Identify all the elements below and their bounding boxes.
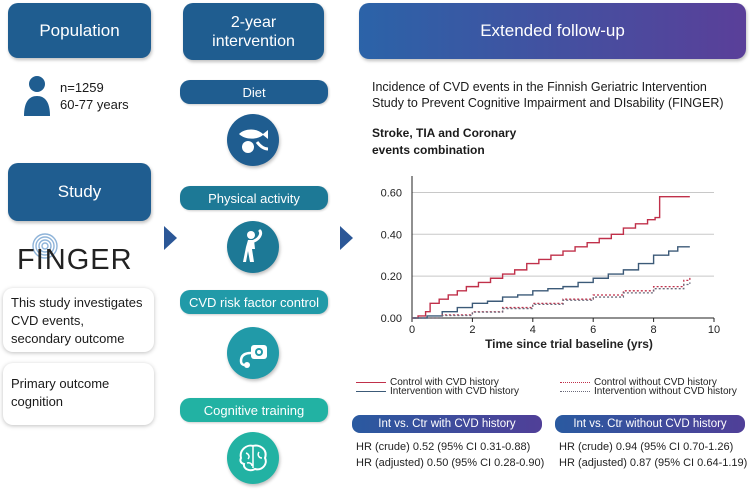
hr-with-cvd-header: Int vs. Ctr with CVD history <box>352 415 542 433</box>
series-line-0 <box>412 195 690 319</box>
x-tick-label: 4 <box>530 324 536 336</box>
hr-with-cvd-title: Int vs. Ctr with CVD history <box>378 418 516 430</box>
x-tick-label: 8 <box>651 324 657 336</box>
physical-activity-label: Physical activity <box>208 190 300 206</box>
legend-control-cvd: Control with CVD history <box>356 377 499 388</box>
hr-without-cvd-adjusted: HR (adjusted) 0.87 (95% CI 0.64-1.19) <box>559 457 748 469</box>
follow-up-title: Extended follow-up <box>480 21 625 40</box>
x-tick-label: 10 <box>708 324 720 336</box>
x-axis-label: Time since trial baseline (yrs) <box>485 337 653 351</box>
exercise-icon <box>227 221 279 273</box>
x-tick-label: 6 <box>590 324 596 336</box>
y-tick-label: 0.40 <box>381 229 402 241</box>
hr-without-cvd-header: Int vs. Ctr without CVD history <box>555 415 745 433</box>
cvd-risk-label: CVD risk factor control <box>188 294 320 310</box>
finger-logo: FINGER <box>17 233 145 278</box>
population-count: n=1259 <box>60 80 104 95</box>
cognitive-training-label: Cognitive training <box>203 402 305 418</box>
blood-pressure-icon <box>227 327 279 379</box>
logo-text: FINGER <box>17 244 133 276</box>
x-tick-label: 2 <box>469 324 475 336</box>
arrow-icon <box>164 226 177 250</box>
arrow-icon <box>340 226 353 250</box>
y-tick-label: 0.60 <box>381 187 402 199</box>
y-tick-label: 0.00 <box>381 313 402 325</box>
legend-label: Intervention with CVD history <box>390 386 519 397</box>
km-chart: 0.00 0.20 0.40 0.60 0 2 4 6 8 10 Time since trial … <box>381 176 720 351</box>
chart-title: Stroke, TIA and Coronary events combinat… <box>372 126 517 157</box>
legend-label: Intervention without CVD history <box>594 386 737 397</box>
diet-pill: Diet <box>180 80 328 104</box>
person-icon <box>24 76 50 116</box>
legend-control-no-cvd: Control without CVD history <box>560 377 717 388</box>
diet-label: Diet <box>242 84 266 100</box>
legend-label: Control with CVD history <box>390 377 499 388</box>
primary-outcome-note: Primary outcome cognition <box>3 363 154 425</box>
study-title: Study <box>57 182 102 201</box>
series-line-1 <box>412 246 690 319</box>
study-header: Study <box>8 163 151 221</box>
population-age: 60-77 years <box>60 97 129 112</box>
population-title: Population <box>39 20 120 40</box>
cvd-risk-pill: CVD risk factor control <box>180 290 328 314</box>
diet-icon <box>227 114 279 166</box>
x-tick-label: 0 <box>409 324 415 336</box>
population-header: Population <box>8 3 151 58</box>
hr-without-cvd-title: Int vs. Ctr without CVD history <box>573 418 727 430</box>
legend-intervention-no-cvd: Intervention without CVD history <box>560 386 737 397</box>
intervention-title: 2-year intervention <box>212 13 295 50</box>
physical-activity-pill: Physical activity <box>180 186 328 210</box>
study-description: Incidence of CVD events in the Finnish G… <box>372 80 724 110</box>
cognitive-training-pill: Cognitive training <box>180 398 328 422</box>
hr-without-cvd-crude: HR (crude) 0.94 (95% CI 0.70-1.26) <box>559 441 734 453</box>
legend-label: Control without CVD history <box>594 377 717 388</box>
hr-with-cvd-adjusted: HR (adjusted) 0.50 (95% CI 0.28-0.90) <box>356 457 545 469</box>
follow-up-header: Extended follow-up <box>359 3 746 59</box>
legend-intervention-cvd: Intervention with CVD history <box>356 386 519 397</box>
study-note: This study investigates CVD events, seco… <box>3 288 154 352</box>
series-line-3 <box>412 282 691 319</box>
hr-with-cvd-crude: HR (crude) 0.52 (95% CI 0.31-0.88) <box>356 441 531 453</box>
y-tick-label: 0.20 <box>381 271 402 283</box>
brain-icon <box>227 432 279 484</box>
intervention-header: 2-year intervention <box>183 3 324 60</box>
fingerprint-icon <box>32 233 58 259</box>
